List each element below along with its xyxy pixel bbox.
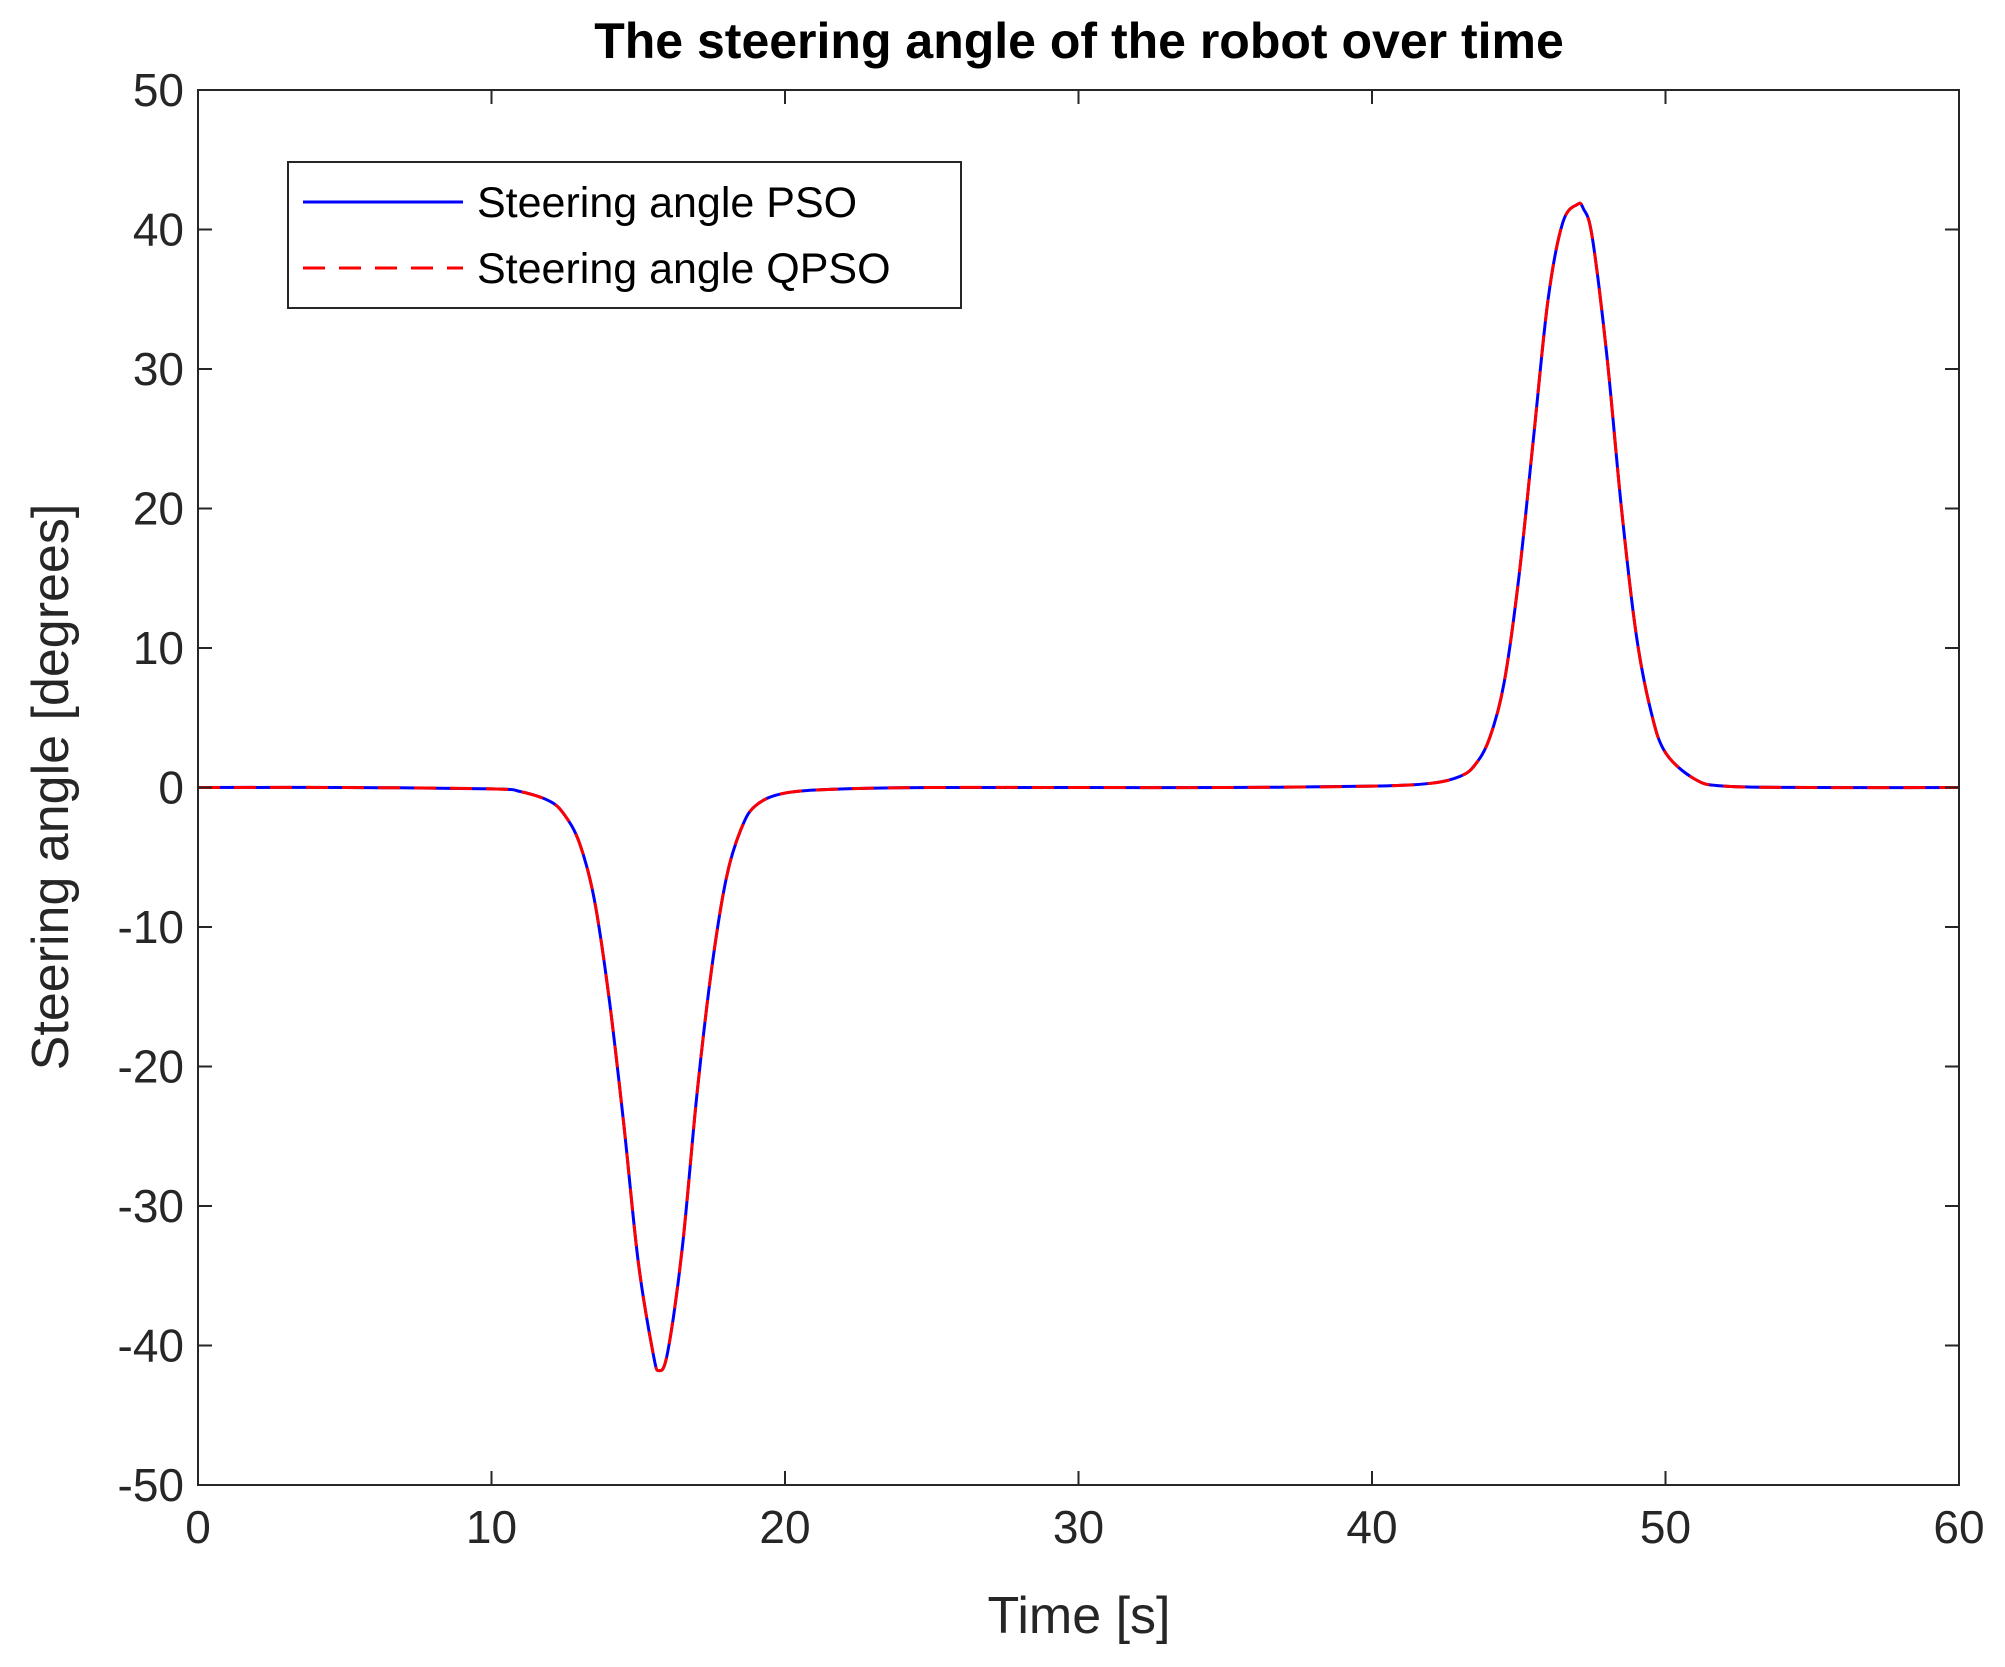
x-tick-label: 40: [1346, 1501, 1397, 1553]
y-tick-label: 50: [133, 64, 184, 116]
y-tick-label: -50: [118, 1459, 184, 1511]
y-tick-label: 40: [133, 204, 184, 256]
axes-box: [197, 89, 1960, 1486]
x-tick-label: 50: [1640, 1501, 1691, 1553]
legend-box: [287, 161, 962, 309]
chart-title: The steering angle of the robot over tim…: [594, 13, 1564, 69]
y-tick-label: -10: [118, 901, 184, 953]
y-tick-label: 10: [133, 622, 184, 674]
series-line-qpso: [197, 201, 1960, 1373]
x-tick-label: 0: [185, 1501, 211, 1553]
y-tick-label: 0: [158, 762, 184, 814]
y-tick-label: 20: [133, 483, 184, 535]
y-axis-label: Steering angle [degrees]: [22, 504, 80, 1071]
y-tick-label: 30: [133, 343, 184, 395]
y-tick-label: -40: [118, 1320, 184, 1372]
y-tick-label: -20: [118, 1041, 184, 1093]
legend-label-qpso: Steering angle QPSO: [477, 245, 891, 293]
series-layer: [197, 201, 1960, 1373]
y-tick-label: -30: [118, 1180, 184, 1232]
ticks-layer: 0 10 20 30 40 50 60 -50 -40 -30 -20 -10 0 10 20 30 40 50: [118, 64, 1985, 1553]
x-tick-label: 10: [466, 1501, 517, 1553]
x-axis-label: Time [s]: [988, 1587, 1171, 1645]
x-tick-label: 60: [1933, 1501, 1984, 1553]
x-tick-label: 30: [1053, 1501, 1104, 1553]
x-tick-label: 20: [759, 1501, 810, 1553]
legend: Steering angle PSO Steering angle QPSO: [287, 161, 962, 309]
legend-label-pso: Steering angle PSO: [477, 179, 857, 227]
